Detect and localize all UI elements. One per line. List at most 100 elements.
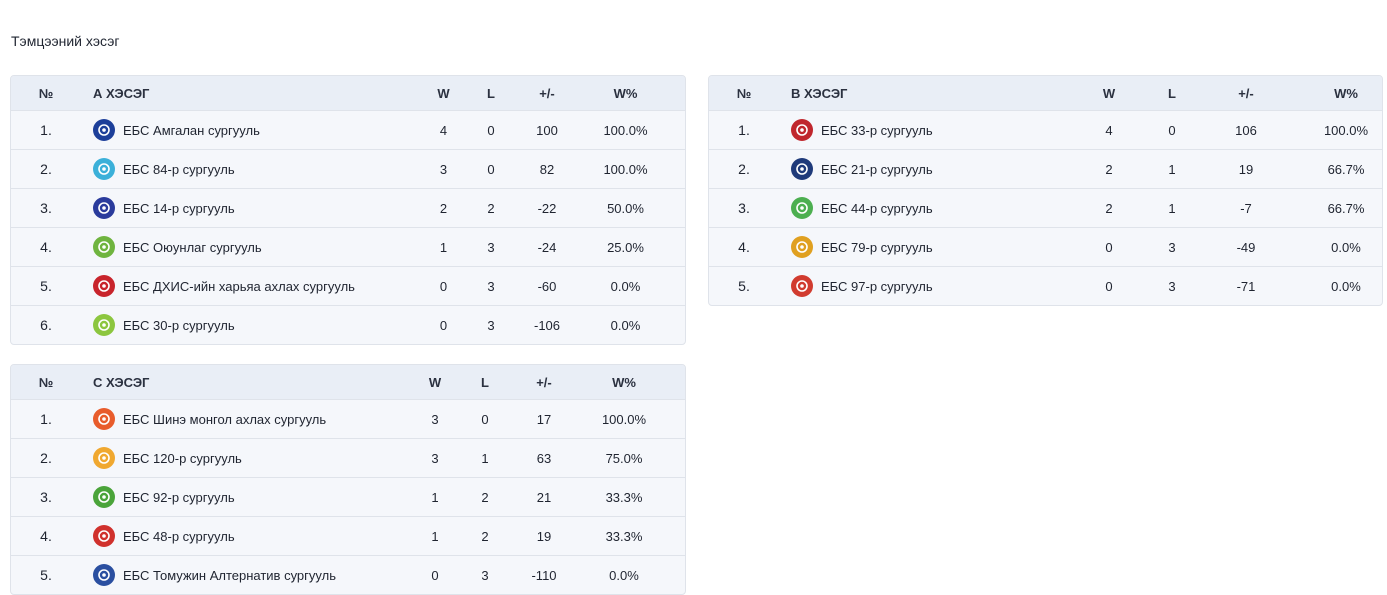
losses: 2 xyxy=(481,528,489,544)
losses: 1 xyxy=(1168,200,1176,216)
losses: 0 xyxy=(481,411,489,427)
table-row[interactable]: 1. ЕБС Шинэ монгол ахлах сургууль 3 0 17 100.… xyxy=(11,400,685,439)
win-pct: 0.0% xyxy=(1331,278,1361,294)
rank: 3. xyxy=(40,489,52,505)
team-cell[interactable]: ЕБС 79-р сургууль xyxy=(779,236,1079,258)
rank: 4. xyxy=(40,528,52,544)
team-cell[interactable]: ЕБС 92-р сургууль xyxy=(81,486,411,508)
team-cell[interactable]: ЕБС 21-р сургууль xyxy=(779,158,1079,180)
team-cell[interactable]: ЕБС Томужин Алтернатив сургууль xyxy=(81,564,411,586)
team-cell[interactable]: ЕБС 14-р сургууль xyxy=(81,197,411,219)
table-header: № А ХЭСЭГ W L +/- W% xyxy=(11,76,685,111)
point-diff: 17 xyxy=(536,411,552,427)
table-row[interactable]: 3. ЕБС 44-р сургууль 2 1 -7 66.7% xyxy=(709,189,1382,228)
losses: 0 xyxy=(487,161,495,177)
table-row[interactable]: 4. ЕБС 79-р сургууль 0 3 -49 0.0% xyxy=(709,228,1382,267)
wins: 3 xyxy=(431,411,439,427)
rank: 2. xyxy=(40,161,52,177)
point-diff: -110 xyxy=(531,567,557,583)
school-logo-icon xyxy=(93,408,115,430)
group-b-table: № В ХЭСЭГ W L +/- W% 1. ЕБС 33-р сургууль 4 0 106 1… xyxy=(708,75,1383,306)
team-name: ЕБС Томужин Алтернатив сургууль xyxy=(123,567,336,583)
rank: 3. xyxy=(738,200,750,216)
team-cell[interactable]: ЕБС 33-р сургууль xyxy=(779,119,1079,141)
losses: 2 xyxy=(481,489,489,505)
group-c-table: № С ХЭСЭГ W L +/- W% 1. ЕБС Шинэ монгол ахлах с… xyxy=(10,364,686,595)
table-row[interactable]: 4. ЕБС 48-р сургууль 1 2 19 33.3% xyxy=(11,517,685,556)
point-diff: -49 xyxy=(1236,239,1256,255)
win-pct: 66.7% xyxy=(1327,200,1365,216)
team-cell[interactable]: ЕБС 97-р сургууль xyxy=(779,275,1079,297)
header-point-diff: +/- xyxy=(539,85,555,101)
team-cell[interactable]: ЕБС 48-р сургууль xyxy=(81,525,411,547)
point-diff: 106 xyxy=(1235,122,1257,138)
header-win-pct: W% xyxy=(613,85,638,101)
table-row[interactable]: 4. ЕБС Оюунлаг сургууль 1 3 -24 25.0% xyxy=(11,228,685,267)
table-row[interactable]: 2. ЕБС 120-р сургууль 3 1 63 75.0% xyxy=(11,439,685,478)
team-cell[interactable]: ЕБС Шинэ монгол ахлах сургууль xyxy=(81,408,411,430)
team-name: ЕБС 84-р сургууль xyxy=(123,161,235,177)
team-name: ЕБС 97-р сургууль xyxy=(821,278,933,294)
table-row[interactable]: 3. ЕБС 92-р сургууль 1 2 21 33.3% xyxy=(11,478,685,517)
team-cell[interactable]: ЕБС 44-р сургууль xyxy=(779,197,1079,219)
header-wins: W xyxy=(1102,85,1116,101)
table-row[interactable]: 3. ЕБС 14-р сургууль 2 2 -22 50.0% xyxy=(11,189,685,228)
win-pct: 100.0% xyxy=(603,161,648,177)
point-diff: 21 xyxy=(536,489,552,505)
school-logo-icon xyxy=(791,197,813,219)
header-wins: W xyxy=(428,374,442,390)
win-pct: 0.0% xyxy=(610,317,641,333)
point-diff: -60 xyxy=(537,278,557,294)
win-pct: 33.3% xyxy=(605,528,643,544)
rank: 2. xyxy=(40,450,52,466)
group-name: В ХЭСЭГ xyxy=(791,85,848,101)
header-losses: L xyxy=(1168,85,1176,101)
wins: 1 xyxy=(439,239,448,255)
table-row[interactable]: 6. ЕБС 30-р сургууль 0 3 -106 0.0% xyxy=(11,306,685,344)
team-cell[interactable]: ЕБС 30-р сургууль xyxy=(81,314,411,336)
rank: 2. xyxy=(738,161,750,177)
team-name: ЕБС 21-р сургууль xyxy=(821,161,933,177)
losses: 3 xyxy=(487,278,495,294)
rank: 5. xyxy=(738,278,750,294)
win-pct: 100.0% xyxy=(1323,122,1369,138)
losses: 3 xyxy=(1168,278,1176,294)
point-diff: 63 xyxy=(536,450,552,466)
team-cell[interactable]: ЕБС 84-р сургууль xyxy=(81,158,411,180)
table-row[interactable]: 2. ЕБС 84-р сургууль 3 0 82 100.0% xyxy=(11,150,685,189)
team-cell[interactable]: ЕБС 120-р сургууль xyxy=(81,447,411,469)
table-row[interactable]: 5. ЕБС 97-р сургууль 0 3 -71 0.0% xyxy=(709,267,1382,305)
table-row[interactable]: 2. ЕБС 21-р сургууль 2 1 19 66.7% xyxy=(709,150,1382,189)
wins: 2 xyxy=(439,200,448,216)
team-cell[interactable]: ЕБС Амгалан сургууль xyxy=(81,119,411,141)
wins: 4 xyxy=(1105,122,1113,138)
header-rank: № xyxy=(38,374,54,390)
table-row[interactable]: 1. ЕБС Амгалан сургууль 4 0 100 100.0% xyxy=(11,111,685,150)
wins: 1 xyxy=(431,489,439,505)
school-logo-icon xyxy=(93,525,115,547)
school-logo-icon xyxy=(791,119,813,141)
team-cell[interactable]: ЕБС Оюунлаг сургууль xyxy=(81,236,411,258)
header-wins: W xyxy=(437,85,450,101)
win-pct: 25.0% xyxy=(607,239,644,255)
point-diff: -24 xyxy=(537,239,557,255)
table-row[interactable]: 5. ЕБС Томужин Алтернатив сургууль 0 3 -110 0… xyxy=(11,556,685,594)
wins: 2 xyxy=(1105,161,1113,177)
school-logo-icon xyxy=(93,158,115,180)
team-name: ЕБС 120-р сургууль xyxy=(123,450,242,466)
team-name: ЕБС 14-р сургууль xyxy=(123,200,235,216)
win-pct: 0.0% xyxy=(610,278,641,294)
team-cell[interactable]: ЕБС ДХИС-ийн харьяа ахлах сургууль xyxy=(81,275,411,297)
table-row[interactable]: 1. ЕБС 33-р сургууль 4 0 106 100.0% xyxy=(709,111,1382,150)
table-header: № С ХЭСЭГ W L +/- W% xyxy=(11,365,685,400)
rank: 3. xyxy=(40,200,52,216)
school-logo-icon xyxy=(93,314,115,336)
school-logo-icon xyxy=(791,275,813,297)
point-diff: -7 xyxy=(1240,200,1252,216)
wins: 3 xyxy=(439,161,448,177)
table-row[interactable]: 5. ЕБС ДХИС-ийн харьяа ахлах сургууль 0 3 -6… xyxy=(11,267,685,306)
school-logo-icon xyxy=(93,564,115,586)
point-diff: 82 xyxy=(539,161,555,177)
page-title: Тэмцээний хэсэг xyxy=(11,33,120,49)
team-name: ЕБС Амгалан сургууль xyxy=(123,122,260,138)
